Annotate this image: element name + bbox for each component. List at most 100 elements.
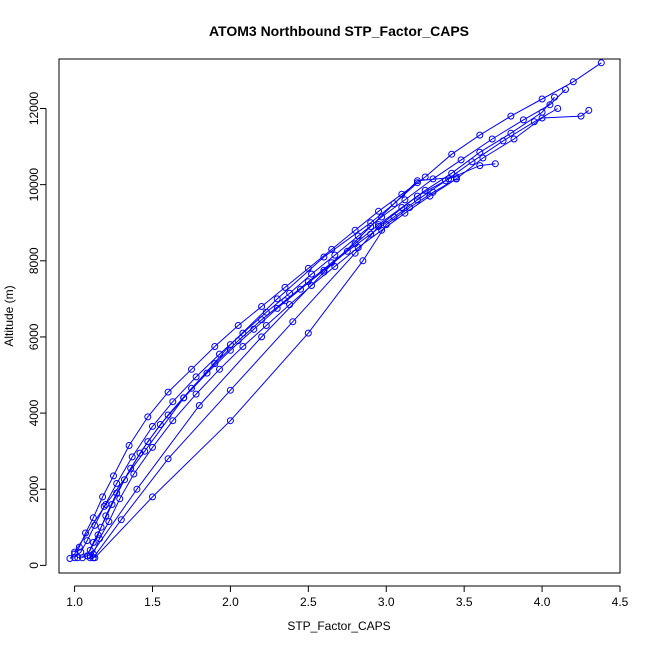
data-point	[468, 158, 476, 166]
data-point	[141, 447, 149, 455]
data-point	[89, 539, 97, 546]
x-tick-label: 1.0	[66, 595, 83, 609]
data-point	[127, 464, 135, 472]
y-tick-label: 12000	[27, 91, 41, 125]
data-point	[308, 282, 315, 289]
y-axis: 0 2000 4000 6000 8000 10000 12000	[27, 91, 47, 569]
data-point	[188, 365, 195, 373]
data-point	[308, 270, 315, 278]
series-line	[74, 89, 566, 559]
data-point	[507, 112, 515, 120]
data-point	[538, 95, 546, 103]
data-point	[476, 148, 484, 156]
y-tick-label: 4000	[27, 399, 41, 426]
series-1	[66, 59, 605, 562]
y-axis-label: Altitude (m)	[2, 285, 16, 346]
x-axis-label: STP_Factor_CAPS	[287, 619, 390, 633]
x-axis: 1.0 1.5 2.0 2.5 3.0 3.5 4.0 4.5	[66, 585, 629, 609]
data-point	[476, 162, 484, 170]
data-point	[452, 175, 460, 183]
data-point	[180, 394, 188, 402]
series-line	[82, 96, 555, 559]
data-point	[499, 137, 507, 145]
series-3	[78, 93, 558, 562]
series-layer	[66, 59, 605, 562]
data-point	[117, 516, 125, 524]
data-point	[375, 207, 382, 215]
data-point	[262, 322, 270, 329]
data-point	[195, 402, 203, 409]
data-point	[331, 263, 339, 270]
series-line	[74, 182, 418, 553]
x-tick-label: 3.5	[456, 595, 473, 609]
data-point	[401, 196, 409, 204]
data-point	[105, 518, 113, 526]
data-point	[569, 78, 577, 86]
data-point	[488, 135, 496, 143]
y-tick-label: 10000	[27, 168, 41, 202]
series-5	[86, 106, 593, 562]
data-point	[577, 112, 585, 120]
data-point	[211, 343, 219, 350]
data-point	[398, 204, 406, 211]
data-point	[413, 177, 421, 185]
data-point	[130, 470, 138, 478]
data-point	[188, 384, 195, 392]
data-point	[128, 453, 136, 461]
y-tick-label: 8000	[27, 247, 41, 274]
x-tick-label: 2.5	[300, 595, 317, 609]
data-point	[320, 266, 328, 274]
data-point	[452, 173, 460, 181]
data-point	[144, 413, 152, 421]
data-point	[83, 537, 91, 545]
x-tick-label: 4.0	[534, 595, 551, 609]
data-point	[164, 388, 172, 396]
data-point	[281, 297, 289, 305]
data-point	[551, 93, 558, 101]
data-point	[429, 188, 437, 196]
data-point	[445, 175, 453, 183]
series-line	[94, 178, 457, 559]
data-point	[331, 251, 339, 259]
data-point	[281, 283, 289, 291]
data-point	[413, 179, 421, 187]
data-point	[125, 442, 133, 449]
data-point	[297, 285, 304, 293]
series-2	[71, 86, 569, 562]
x-tick-label: 3.0	[378, 595, 395, 609]
x-tick-label: 4.5	[612, 595, 629, 609]
data-point	[476, 131, 484, 139]
data-point	[351, 249, 359, 257]
series-4	[74, 105, 562, 562]
data-point	[273, 295, 281, 303]
data-point	[304, 329, 312, 337]
data-point	[286, 289, 294, 297]
data-point	[99, 493, 107, 501]
y-tick-label: 0	[27, 562, 41, 569]
data-point	[239, 343, 247, 350]
chart-title: ATOM3 Northbound STP_Factor_CAPS	[209, 23, 469, 39]
data-point	[448, 150, 456, 158]
data-point	[343, 247, 351, 255]
data-point	[585, 106, 593, 114]
data-point	[226, 417, 234, 425]
data-point	[258, 303, 266, 310]
data-point	[554, 105, 562, 112]
data-point	[116, 495, 124, 503]
x-tick-label: 2.0	[222, 595, 239, 609]
data-point	[390, 200, 398, 208]
data-point	[169, 398, 177, 406]
data-point	[375, 223, 382, 230]
series-8	[86, 173, 460, 560]
data-point	[71, 548, 79, 556]
series-7	[91, 175, 460, 562]
data-point	[258, 333, 266, 341]
data-point	[192, 373, 200, 381]
data-point	[102, 512, 110, 520]
data-point	[133, 485, 141, 493]
x-tick-label: 1.5	[144, 595, 161, 609]
data-point	[226, 386, 234, 394]
series-9	[71, 179, 421, 556]
data-point	[367, 223, 375, 230]
data-point	[367, 230, 375, 238]
